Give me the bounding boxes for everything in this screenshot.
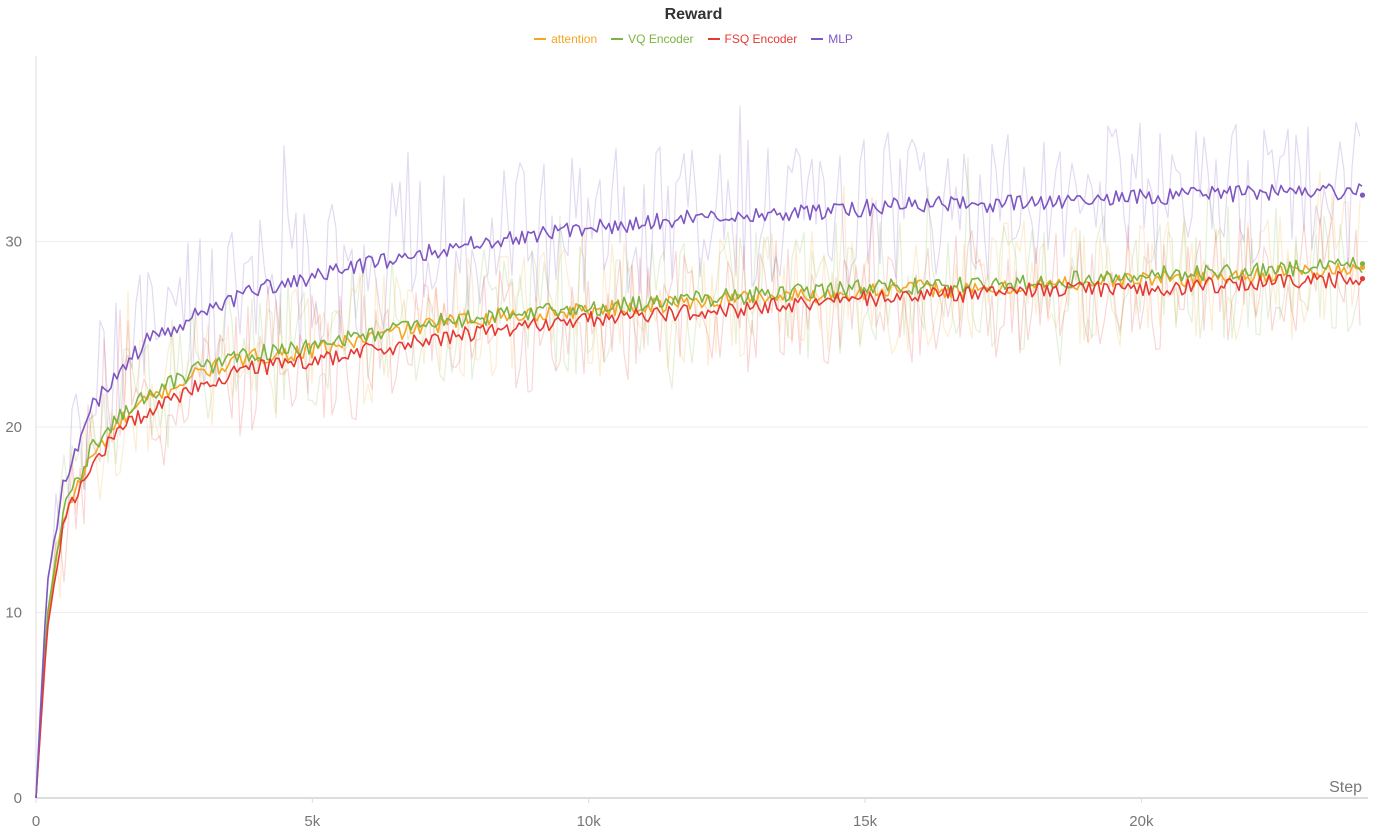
raw-line-mlp (35, 106, 1361, 791)
raw-series-lines (35, 106, 1361, 794)
legend-swatch-attention (534, 38, 547, 40)
chart-title: Reward (664, 6, 723, 23)
legend-label-fsq-encoder: FSQ Encoder (724, 32, 798, 46)
x-tick-label-15k: 15k (853, 813, 878, 830)
x-tick-label-20k: 20k (1129, 813, 1154, 830)
axes (35, 56, 1368, 799)
smoothed-series-lines (35, 183, 1366, 799)
legend-item-attention[interactable]: attention (534, 32, 597, 46)
end-point-attention (1359, 264, 1366, 271)
end-point-mlp (1359, 192, 1366, 198)
legend-label-vq-encoder: VQ Encoder (628, 32, 694, 46)
x-tick-label-10k: 10k (577, 813, 602, 830)
legend: attention VQ Encoder FSQ Encoder MLP (0, 32, 1387, 46)
grid-lines (36, 241, 1368, 613)
end-point-vq-encoder (1359, 261, 1366, 267)
legend-swatch-fsq-encoder (707, 38, 720, 40)
legend-item-mlp[interactable]: MLP (811, 32, 853, 46)
x-tick-label-0: 0 (32, 813, 40, 830)
end-point-fsq-encoder (1359, 276, 1366, 282)
legend-label-mlp: MLP (828, 32, 853, 46)
series-line-vq-encoder (35, 256, 1363, 799)
raw-line-vq-encoder (35, 157, 1361, 793)
y-tick-label-30: 30 (5, 234, 22, 251)
raw-line-attention (35, 170, 1361, 794)
legend-item-fsq-encoder[interactable]: FSQ Encoder (707, 32, 798, 46)
y-tick-label-20: 20 (5, 419, 22, 436)
y-tick-label-0: 0 (14, 790, 22, 807)
legend-item-vq-encoder[interactable]: VQ Encoder (611, 32, 694, 46)
series-line-mlp (35, 183, 1363, 799)
y-tick-label-10: 10 (5, 605, 22, 622)
x-tick-label-5k: 5k (304, 813, 320, 830)
legend-swatch-vq-encoder (611, 38, 624, 40)
series-line-attention (35, 262, 1363, 799)
x-axis-label: Step (1329, 779, 1362, 796)
series-line-fsq-encoder (35, 270, 1363, 799)
legend-label-attention: attention (551, 32, 598, 46)
legend-swatch-mlp (811, 38, 824, 40)
tick-labels: 0 10 20 30 0 5k 10k 15k 20k (5, 234, 1154, 831)
